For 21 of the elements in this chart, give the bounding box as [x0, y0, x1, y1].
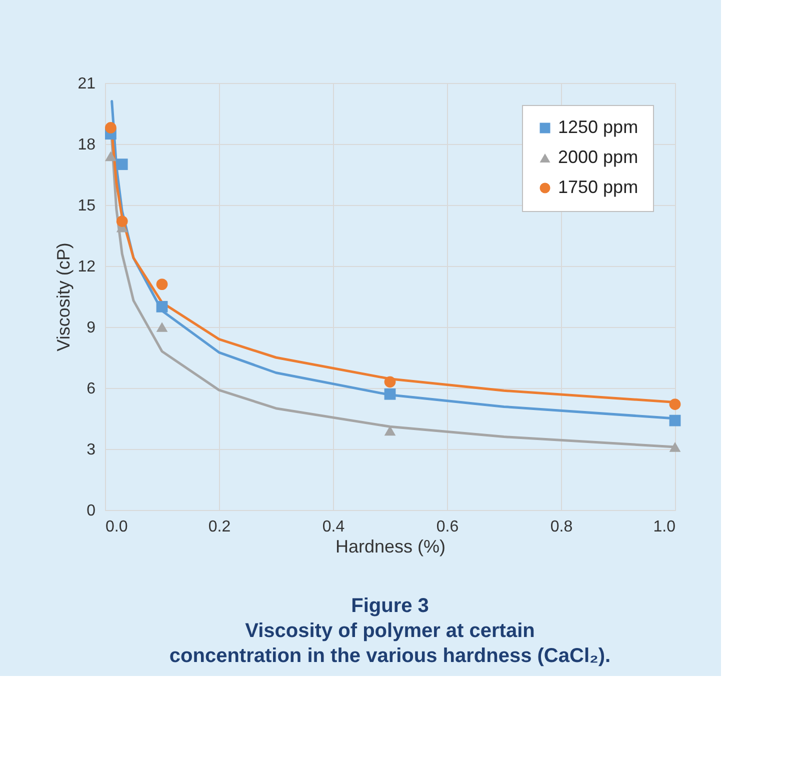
y-tick-label: 0 — [86, 502, 96, 520]
y-tick-label: 12 — [78, 258, 96, 276]
x-tick-label: 0.8 — [550, 518, 573, 536]
y-tick-label: 3 — [86, 442, 96, 458]
y-tick-label: 6 — [86, 380, 96, 398]
text: Figure 3 — [351, 595, 429, 617]
legend-label: 1750 ppm — [558, 177, 638, 197]
y-tick-label: 15 — [78, 198, 96, 214]
y-axis-title: Viscosity (cP) — [54, 242, 74, 352]
y-tick-label: 21 — [78, 76, 96, 92]
y-tick-label: 9 — [86, 320, 96, 336]
x-tick-label: 1.0 — [653, 518, 676, 536]
x-tick-label: 0.2 — [208, 518, 231, 536]
legend-label: 1250 ppm — [558, 117, 638, 137]
x-axis-title: Hardness (%) — [335, 536, 446, 556]
text: Viscosity of polymer at certain concentration in the various hardness (CaCl₂). — [169, 620, 611, 667]
legend-label: 2000 ppm — [558, 147, 638, 167]
x-tick-label: 0.4 — [322, 518, 345, 536]
y-tick-label: 18 — [78, 136, 96, 154]
x-tick-label: 0.6 — [436, 518, 459, 536]
x-tick-label: 0.0 — [106, 518, 128, 536]
